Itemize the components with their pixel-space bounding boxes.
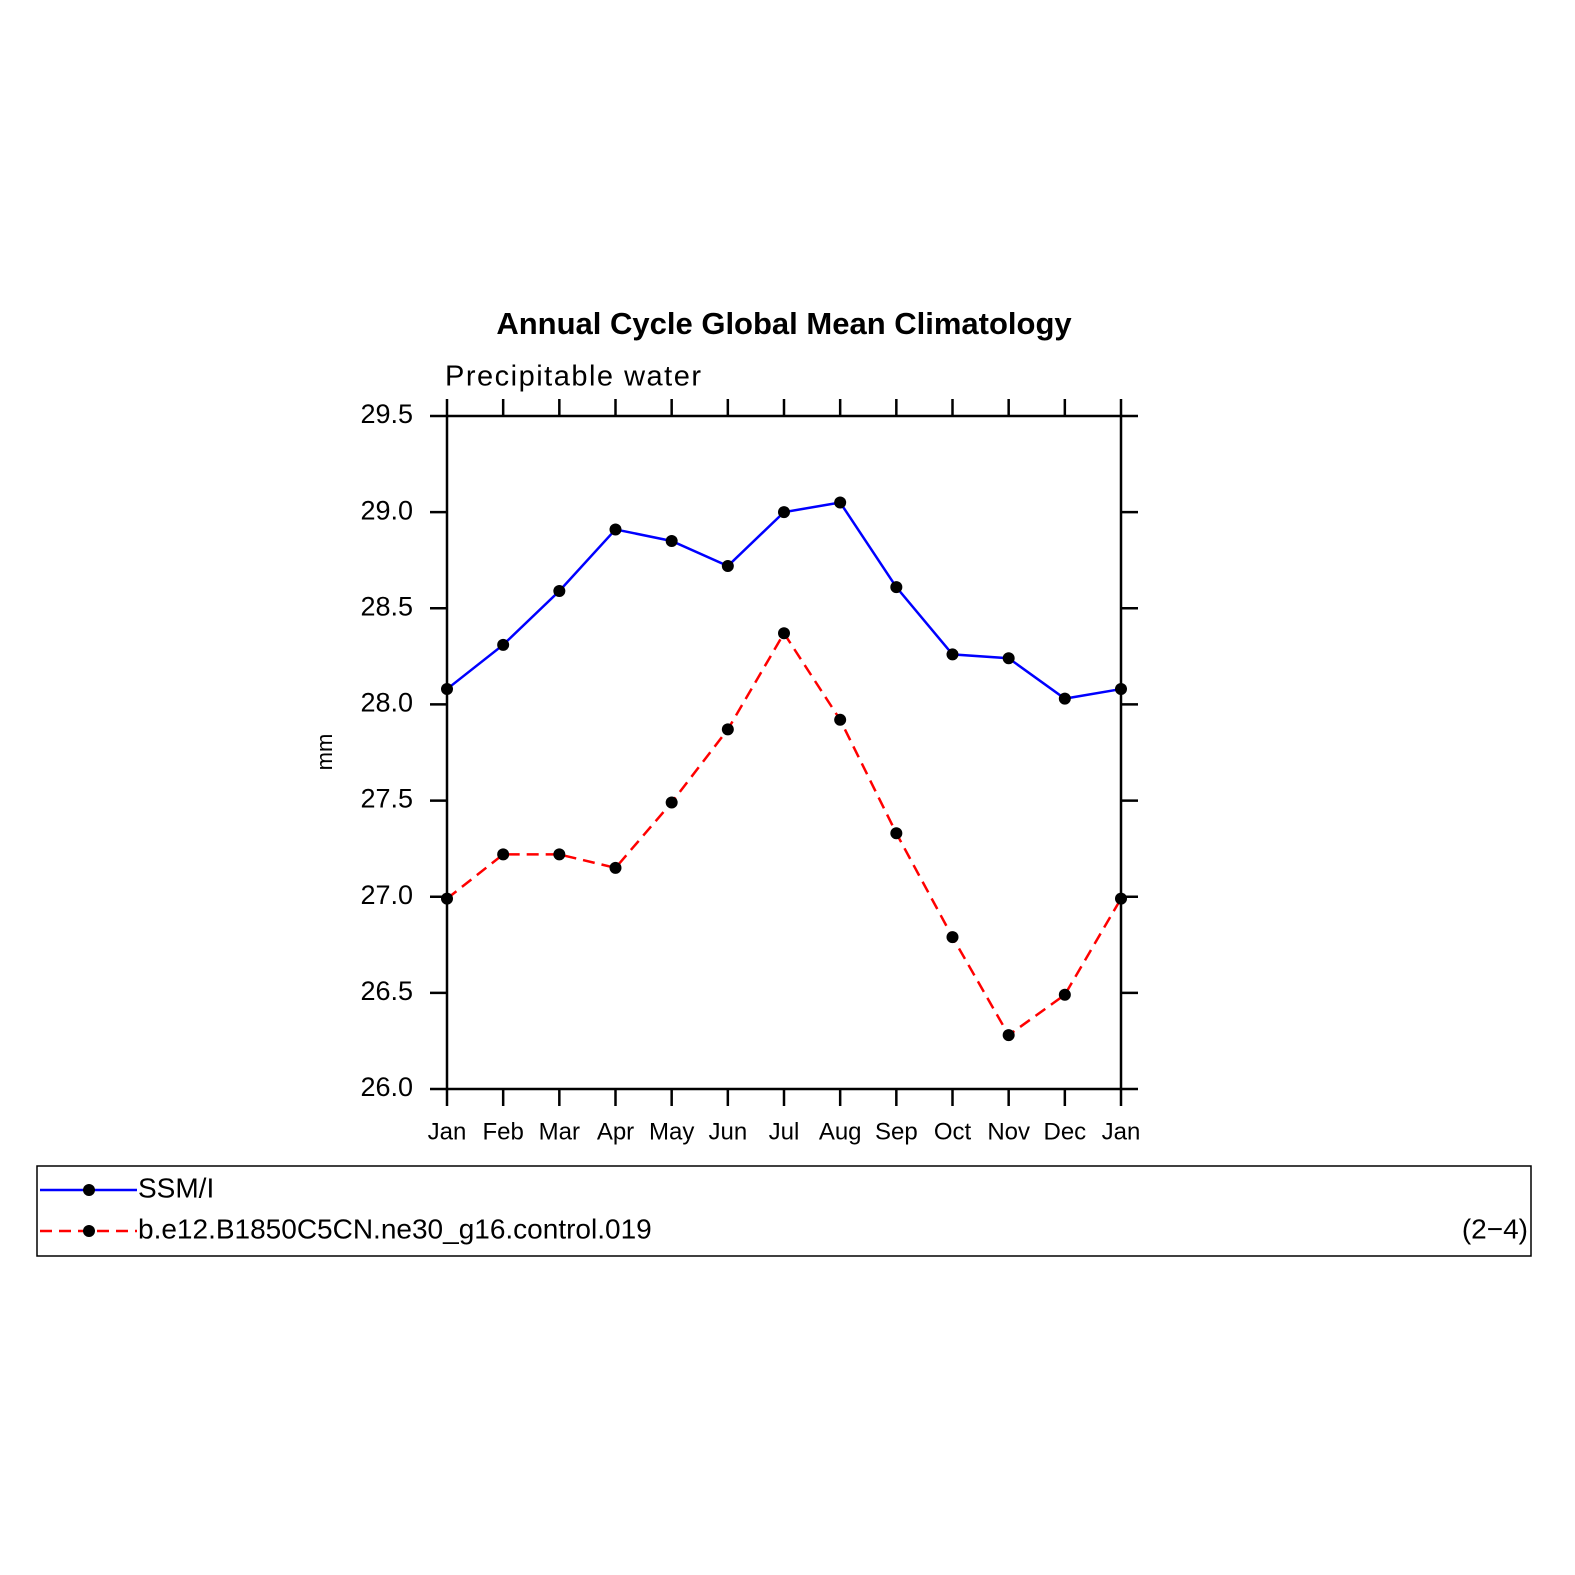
marker (609, 523, 622, 536)
legend-marker (83, 1184, 95, 1196)
y-tick-label: 28.0 (360, 688, 413, 718)
marker (497, 638, 510, 651)
marker (1002, 652, 1015, 665)
x-tick-label: Sep (875, 1118, 918, 1145)
marker (553, 848, 566, 861)
y-tick-label: 29.5 (360, 399, 413, 429)
x-tick-label: Jan (428, 1118, 467, 1145)
marker (1058, 692, 1071, 705)
marker (1058, 988, 1071, 1001)
marker (721, 559, 734, 572)
x-tick-label: Aug (819, 1118, 862, 1145)
marker (834, 496, 847, 509)
marker (721, 723, 734, 736)
marker (553, 584, 566, 597)
x-tick-label: Nov (987, 1118, 1030, 1145)
marker (946, 931, 959, 944)
subtitle: Precipitable water (445, 361, 703, 393)
marker (890, 581, 903, 594)
marker (1002, 1029, 1015, 1042)
marker (441, 892, 453, 905)
marker (665, 534, 678, 547)
y-tick-label: 28.5 (360, 591, 413, 621)
x-tick-label: Oct (934, 1118, 972, 1145)
y-tick-label: 26.0 (360, 1072, 413, 1102)
marker (441, 683, 453, 696)
legend-marker (83, 1225, 95, 1237)
x-tick-label: May (649, 1118, 694, 1145)
marker (778, 506, 790, 519)
x-tick-label: Jan (1102, 1118, 1141, 1145)
x-tick-label: Feb (482, 1118, 523, 1145)
chart-title: Annual Cycle Global Mean Climatology (496, 306, 1072, 341)
panel-label: (2−4) (1462, 1213, 1528, 1244)
marker (890, 827, 903, 840)
y-tick-label: 27.0 (360, 880, 413, 910)
legend-box (36, 1165, 1532, 1257)
y-axis-label: mm (312, 734, 337, 771)
x-tick-label: Jun (708, 1118, 747, 1145)
y-tick-label: 29.0 (360, 495, 413, 525)
marker (1115, 683, 1127, 696)
marker (946, 648, 959, 661)
marker (609, 861, 622, 874)
marker (665, 796, 678, 809)
y-tick-label: 27.5 (360, 784, 413, 814)
x-tick-label: Dec (1043, 1118, 1086, 1145)
marker (778, 627, 790, 640)
x-tick-label: Mar (539, 1118, 580, 1145)
legend-label: b.e12.B1850C5CN.ne30_g16.control.019 (138, 1213, 652, 1244)
legend-label: SSM/I (138, 1172, 214, 1203)
x-tick-label: Apr (597, 1118, 634, 1145)
y-tick-label: 26.5 (360, 976, 413, 1006)
x-tick-label: Jul (769, 1118, 800, 1145)
marker (497, 848, 510, 861)
marker (1115, 892, 1127, 905)
marker (834, 713, 847, 726)
